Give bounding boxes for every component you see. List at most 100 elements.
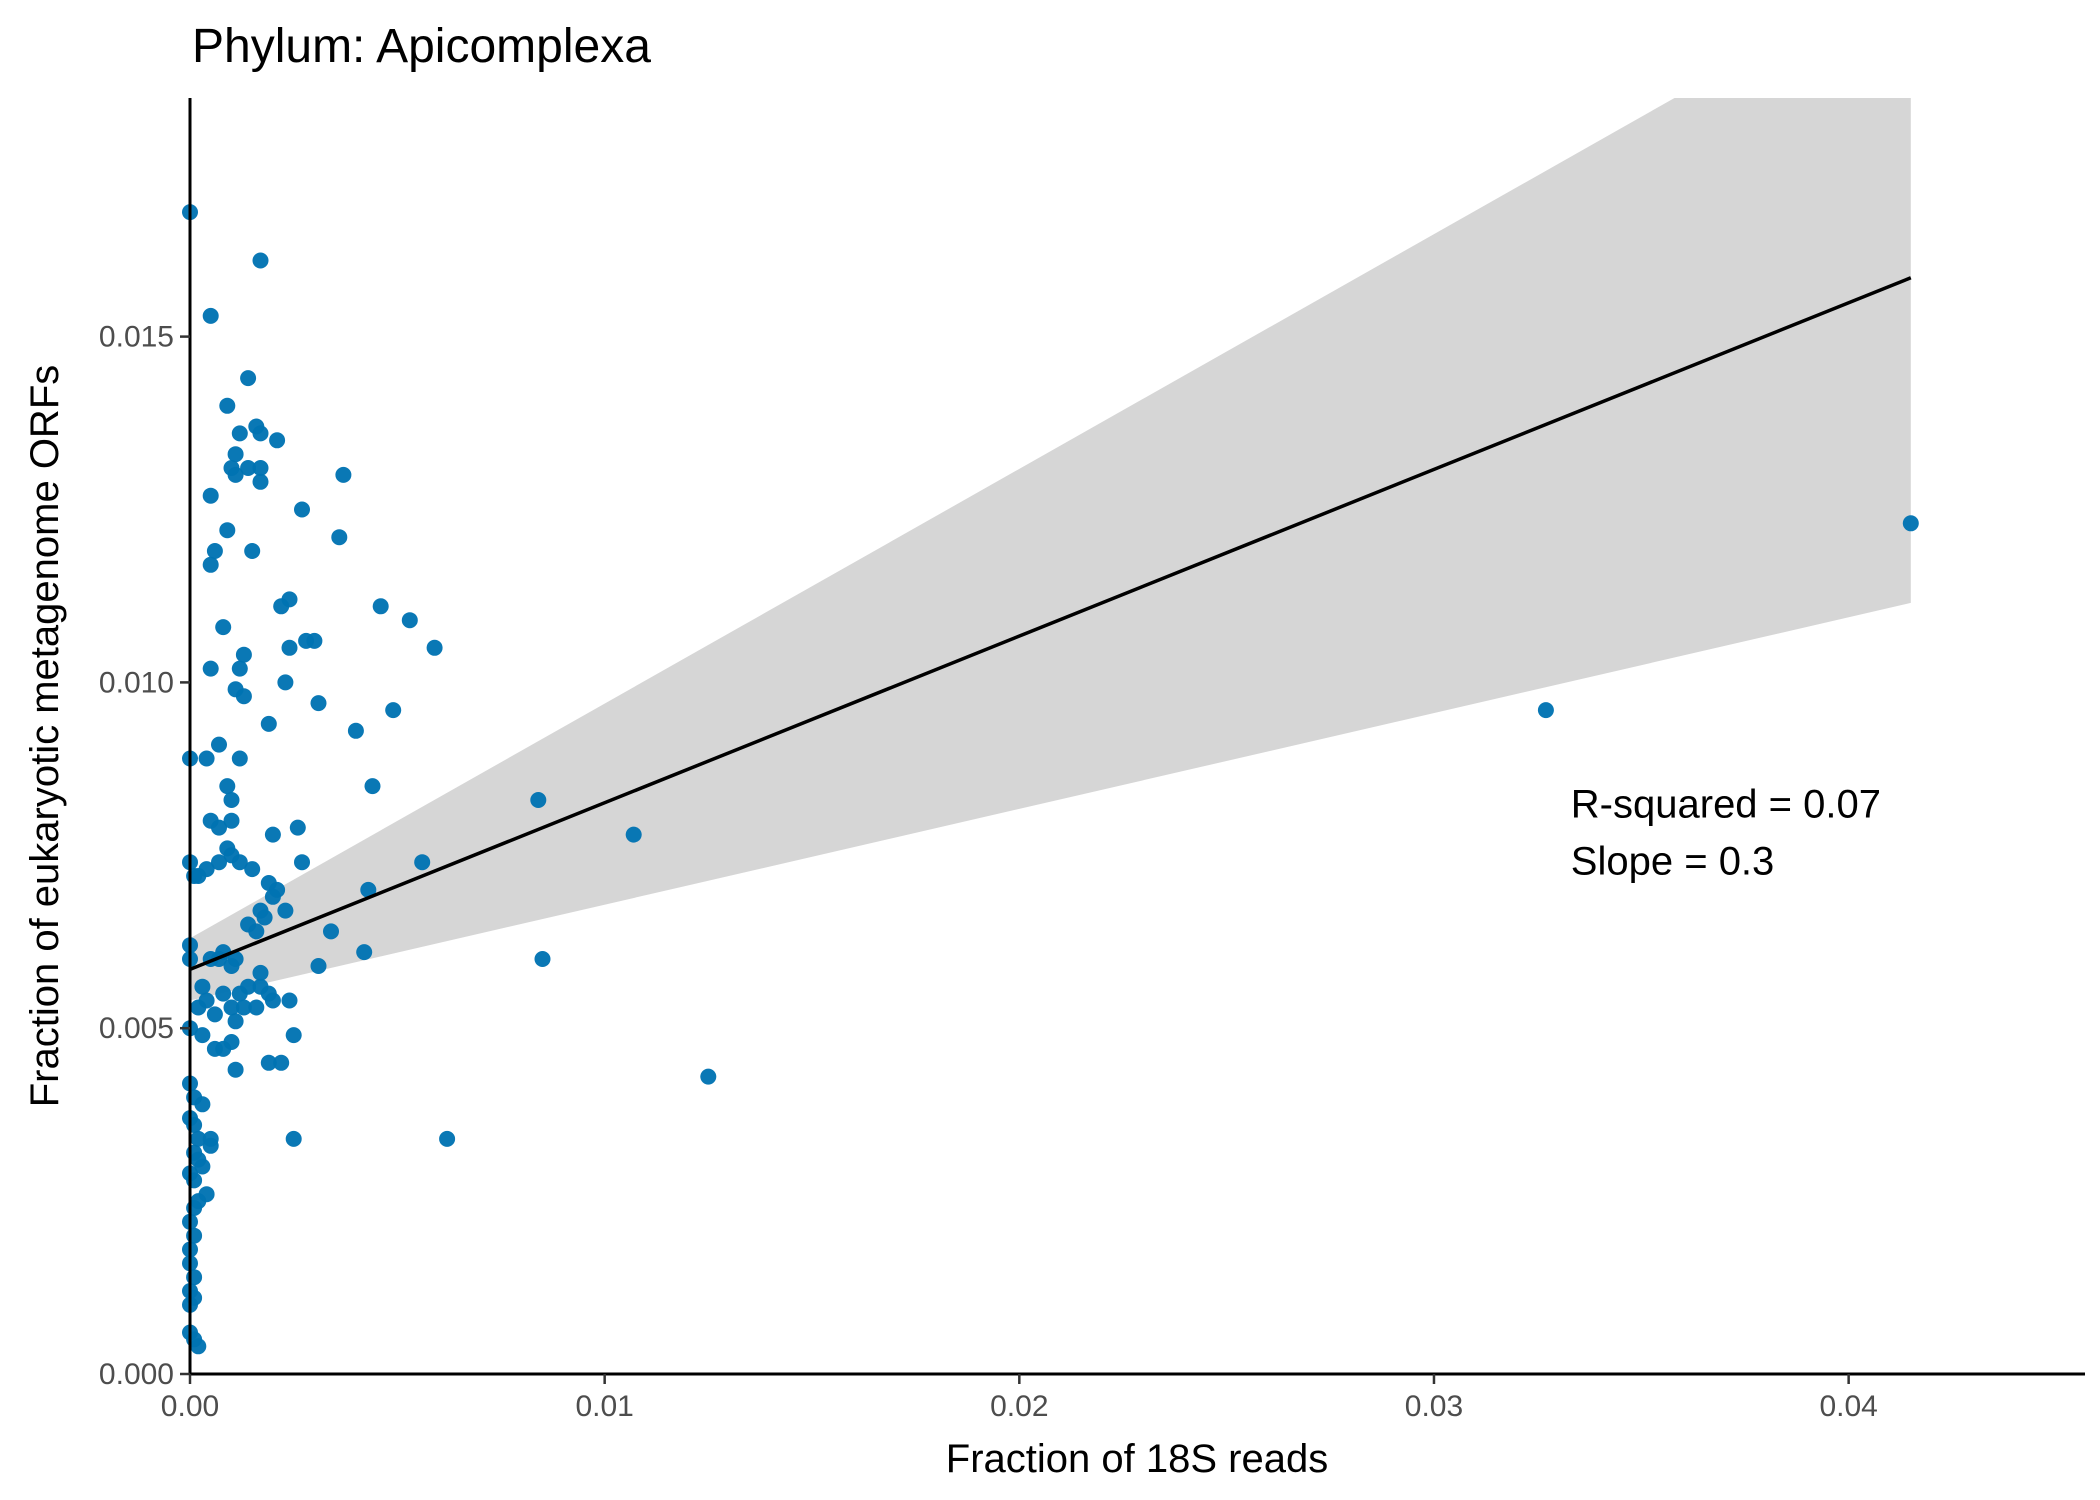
data-point-106 <box>285 1027 302 1044</box>
y-tick-label-0: 0.000 <box>99 1358 174 1391</box>
data-point-120 <box>285 1130 302 1147</box>
x-tick-label-3: 0.03 <box>1405 1390 1463 1423</box>
y-tick-label-2: 0.010 <box>99 666 174 699</box>
data-point-125 <box>194 1158 211 1175</box>
data-point-101 <box>206 1006 223 1023</box>
data-point-75 <box>248 923 265 940</box>
annotation-0: R-squared = 0.07 <box>1571 782 1881 826</box>
data-point-48 <box>223 792 240 808</box>
x-tick-label-4: 0.04 <box>1819 1390 1877 1423</box>
data-point-54 <box>264 826 281 843</box>
confidence-band <box>190 98 1911 1001</box>
data-point-27 <box>215 619 232 636</box>
data-point-44 <box>198 750 215 767</box>
data-point-121 <box>439 1130 456 1147</box>
data-point-26 <box>401 612 418 629</box>
data-point-112 <box>700 1068 717 1085</box>
data-point-2 <box>202 307 219 324</box>
data-point-49 <box>530 792 547 808</box>
data-point-70 <box>264 888 281 905</box>
y-tick-label-1: 0.005 <box>99 1012 174 1045</box>
data-point-62 <box>414 854 431 871</box>
x-tick-label-2: 0.02 <box>990 1390 1048 1423</box>
data-point-40 <box>260 715 277 732</box>
data-point-51 <box>223 812 240 829</box>
data-point-108 <box>206 1040 223 1057</box>
data-point-38 <box>310 695 327 712</box>
data-point-7 <box>231 425 248 442</box>
data-point-122 <box>202 1137 219 1154</box>
data-point-98 <box>235 999 252 1016</box>
data-point-110 <box>273 1054 290 1071</box>
y-tick-label-3: 0.015 <box>99 321 174 354</box>
data-point-1 <box>252 252 269 269</box>
data-point-11 <box>240 460 257 476</box>
data-point-37 <box>235 688 252 705</box>
data-point-13 <box>227 466 244 483</box>
data-point-85 <box>223 958 240 974</box>
data-point-69 <box>360 881 377 898</box>
data-point-42 <box>211 736 227 753</box>
x-tick-label-0: 0.00 <box>161 1390 219 1423</box>
data-point-25 <box>372 598 389 615</box>
data-point-72 <box>277 902 294 919</box>
data-point-73 <box>256 909 273 926</box>
data-point-104 <box>194 1027 211 1044</box>
data-point-21 <box>244 543 261 559</box>
data-point-20 <box>206 543 223 559</box>
annotation-1: Slope = 0.3 <box>1571 840 1775 884</box>
data-point-41 <box>347 722 364 739</box>
data-point-115 <box>194 1096 211 1113</box>
data-point-88 <box>194 978 211 995</box>
data-point-76 <box>323 923 339 940</box>
data-point-34 <box>202 660 219 677</box>
data-point-14 <box>335 466 352 483</box>
data-point-118 <box>190 1130 207 1147</box>
data-point-15 <box>252 473 269 490</box>
data-point-58 <box>231 854 248 871</box>
data-point-55 <box>625 826 642 843</box>
y-axis-ticks: 0.000 0.005 0.010 0.015 <box>99 321 190 1391</box>
data-point-64 <box>244 861 261 878</box>
data-point-111 <box>227 1061 244 1078</box>
data-point-52 <box>211 819 227 836</box>
y-axis-title: Fraction of eukaryotic metagenome ORFs <box>23 365 67 1108</box>
chart-title: Phylum: Apicomplexa <box>192 20 651 73</box>
data-point-19 <box>331 529 348 546</box>
data-point-46 <box>219 778 236 795</box>
data-point-8 <box>269 432 286 449</box>
data-point-109 <box>260 1054 277 1071</box>
data-point-24 <box>273 598 290 615</box>
data-point-3 <box>240 370 257 387</box>
data-point-99 <box>190 999 207 1016</box>
regression-line <box>189 276 1912 972</box>
x-axis-ticks: 0.00 0.01 0.02 0.03 0.04 <box>161 1374 1878 1423</box>
data-point-80 <box>534 951 551 967</box>
data-point-141 <box>190 1338 207 1355</box>
data-point-29 <box>306 632 323 649</box>
data-point-6 <box>252 425 269 442</box>
data-point-45 <box>231 750 248 767</box>
data-point-12 <box>252 460 269 476</box>
data-point-47 <box>364 778 381 795</box>
data-point-9 <box>227 446 244 463</box>
data-point-22 <box>202 556 219 573</box>
data-point-87 <box>252 964 269 981</box>
data-point-60 <box>211 854 227 871</box>
x-axis-title: Fraction of 18S reads <box>946 1437 1328 1481</box>
data-point-97 <box>223 999 240 1016</box>
data-point-33 <box>231 660 248 677</box>
data-point-30 <box>281 639 298 656</box>
data-point-61 <box>294 854 310 871</box>
data-point-142 <box>1537 702 1554 719</box>
data-point-92 <box>231 985 248 1002</box>
data-point-53 <box>289 819 306 836</box>
data-point-18 <box>219 522 236 539</box>
data-point-32 <box>235 646 252 663</box>
x-tick-label-1: 0.01 <box>575 1390 633 1423</box>
data-point-79 <box>356 944 373 961</box>
annotation-layer: R-squared = 0.07 Slope = 0.3 <box>1571 782 1881 883</box>
data-point-39 <box>385 702 402 719</box>
